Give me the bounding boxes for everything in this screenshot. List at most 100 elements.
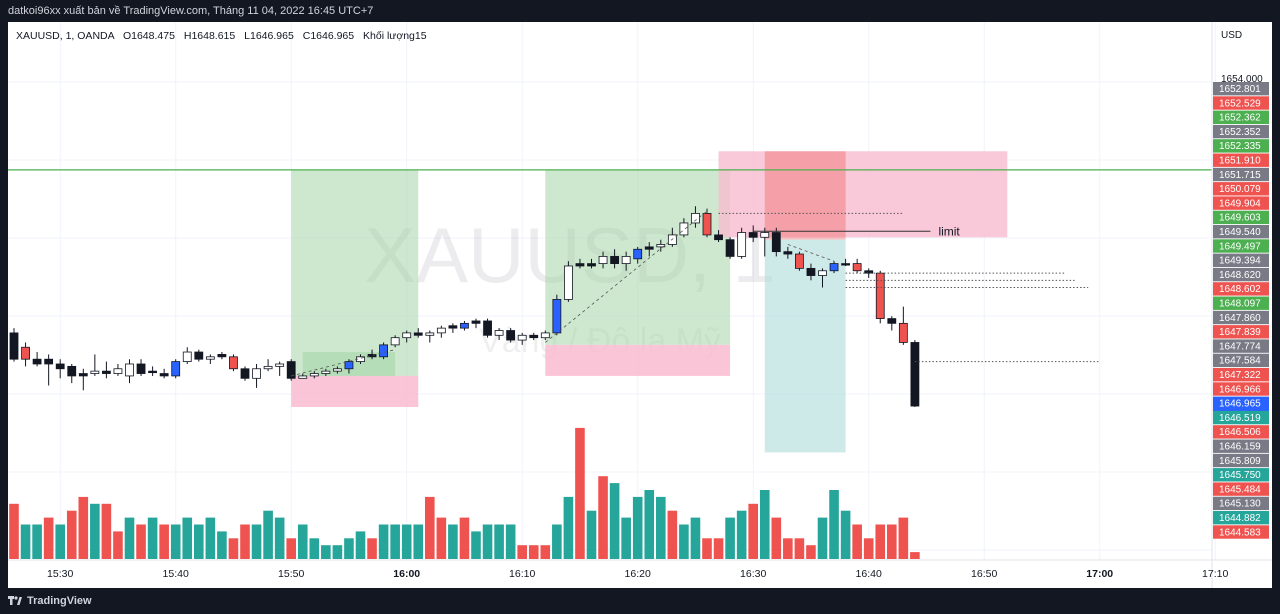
volume-bar — [644, 490, 655, 559]
volume-bar — [852, 524, 862, 559]
price-label-box — [1213, 511, 1269, 525]
volume-bar — [517, 545, 527, 559]
candle-body — [217, 354, 227, 358]
volume-bar — [297, 524, 308, 559]
price-label: 1646.519 — [1219, 413, 1261, 424]
time-tick-label: 16:00 — [393, 568, 420, 580]
volume-bar — [66, 510, 77, 559]
volume-bar — [621, 517, 631, 559]
price-label-box — [1213, 396, 1269, 410]
price-label: 1649.497 — [1219, 241, 1261, 252]
footer: TradingView — [0, 588, 1280, 614]
volume-bar — [413, 524, 424, 559]
price-labels: 1652.801 1652.529 1652.362 1652.352 1652.335… — [1213, 82, 1269, 539]
price-label: 1644.583 — [1219, 527, 1261, 538]
price-label-box — [1213, 425, 1269, 439]
time-tick-label: 17:10 — [1202, 568, 1228, 580]
volume-bar — [690, 517, 701, 559]
candle-body — [125, 363, 134, 377]
price-label-box — [1213, 368, 1269, 382]
candle-body — [702, 213, 712, 236]
price-label-box — [1213, 310, 1269, 325]
price-label-box — [1213, 267, 1269, 282]
price-label: 1650.079 — [1219, 184, 1261, 195]
volume-bar — [540, 545, 551, 559]
volume-bar — [794, 538, 805, 559]
candle-body — [113, 368, 123, 374]
chart-panel[interactable]: XAUUSD, 1 Vàng / Đô la Mỹ limit XAUUSD, … — [8, 22, 1272, 588]
volume-bar — [609, 483, 620, 559]
volume-bar — [679, 524, 689, 559]
price-label-box — [1213, 225, 1269, 239]
candle-body — [864, 270, 874, 274]
candlestick-chart[interactable]: XAUUSD, 1 Vàng / Đô la Mỹ limit XAUUSD, … — [8, 22, 1272, 588]
volume-bar — [840, 510, 851, 559]
price-label: 1645.750 — [1219, 470, 1261, 481]
candle-body — [55, 363, 65, 370]
price-label: 1645.809 — [1219, 456, 1261, 467]
volume-bar — [124, 517, 135, 559]
candle-body — [286, 361, 296, 379]
price-label-box — [1213, 82, 1269, 96]
time-scale[interactable]: 15:30 15:40 15:50 16:00 16:10 16:20 16:30 16:40… — [8, 559, 1272, 580]
price-scale[interactable]: USD 1654.000 1652.8011652.5291652.362165… — [1211, 22, 1269, 588]
legend-symbol: XAUUSD, 1, OANDA — [16, 30, 115, 42]
legend-open: 1648.475 — [131, 30, 175, 42]
volume-bar — [170, 524, 181, 559]
candle-body — [298, 375, 308, 379]
price-label-box — [1213, 353, 1269, 368]
time-tick-label: 15:30 — [47, 568, 73, 580]
candle-body — [760, 232, 770, 238]
volume-bar — [240, 524, 250, 559]
candle-body — [448, 325, 458, 329]
price-label: 1647.774 — [1219, 341, 1261, 352]
time-tick-label: 16:40 — [856, 568, 882, 580]
volume-bar — [32, 524, 42, 559]
volume-bar — [586, 510, 597, 559]
candle-body — [795, 253, 804, 269]
publish-info: datkoi96xx xuất bản về TradingView.com, … — [8, 5, 374, 17]
legend-low-label: L — [244, 30, 250, 42]
candle-body — [818, 270, 827, 276]
volume-bar — [598, 476, 608, 559]
price-label-box — [1213, 482, 1269, 496]
time-tick-label: 16:50 — [971, 568, 997, 580]
candle-body — [332, 368, 342, 372]
candle-body — [344, 361, 354, 370]
price-label-box — [1213, 153, 1269, 167]
short-profit-zone — [764, 239, 846, 453]
volume-bar — [482, 524, 493, 559]
candle-body — [379, 344, 389, 358]
candle-body — [564, 265, 573, 300]
price-label: 1651.910 — [1219, 156, 1261, 167]
candle-body — [90, 370, 100, 374]
candle-body — [633, 248, 643, 260]
volume-bar — [887, 524, 897, 559]
volume-bar — [228, 538, 239, 559]
price-label: 1652.529 — [1219, 98, 1261, 109]
volume-bar — [806, 545, 816, 559]
volume-bar — [9, 503, 19, 559]
candle-body — [402, 332, 412, 339]
price-label: 1648.097 — [1219, 299, 1261, 310]
volume-bar — [829, 490, 839, 559]
price-label: 1645.130 — [1219, 499, 1261, 510]
candle-body — [171, 361, 181, 377]
legend-volume-label: Khối lượng — [363, 30, 415, 42]
candle-body — [9, 332, 19, 360]
time-tick-label: 15:50 — [278, 568, 304, 580]
price-label: 1648.602 — [1219, 284, 1261, 295]
candle-body — [321, 370, 331, 374]
volume-bar — [43, 517, 54, 559]
legend-open-label: O — [123, 30, 131, 42]
candle-body — [748, 232, 758, 238]
volume-bar — [436, 517, 447, 559]
candle-body — [436, 327, 446, 334]
candle-body — [898, 322, 908, 343]
volume-bar — [113, 531, 123, 559]
volume-bar — [875, 524, 886, 559]
price-label-box — [1213, 382, 1269, 396]
price-label-box — [1213, 139, 1269, 153]
volume-bar — [528, 545, 539, 559]
price-label-box — [1213, 439, 1269, 453]
